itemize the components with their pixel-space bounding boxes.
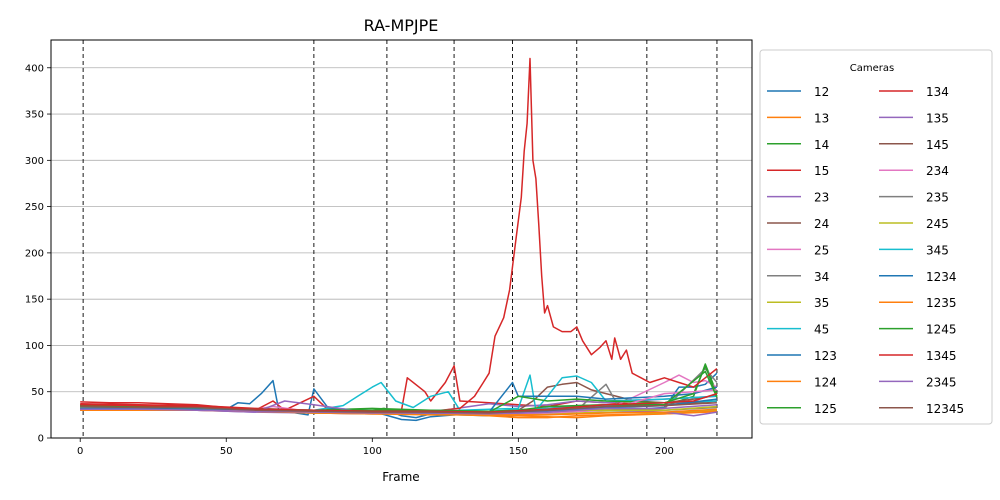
legend-label: 245 <box>926 217 949 231</box>
legend-item-245: 245 <box>879 217 949 231</box>
legend-item-25: 25 <box>767 243 829 257</box>
legend-item-14: 14 <box>767 138 829 152</box>
series-line-1345 <box>80 392 718 413</box>
y-axis: 0 50 100 150 200 250 300 350 400 <box>25 63 51 445</box>
legend-label: 2345 <box>926 375 957 389</box>
frame-markers <box>82 40 718 438</box>
legend-label: 125 <box>814 402 837 416</box>
legend-label: 35 <box>814 296 829 310</box>
legend-label: 45 <box>814 323 829 337</box>
legend-item-13: 13 <box>767 111 829 125</box>
x-axis-title: Frame <box>382 470 419 484</box>
legend-item-1245: 1245 <box>879 323 957 337</box>
grid-lines <box>51 67 752 393</box>
legend-label: 135 <box>926 111 949 125</box>
legend-title: Cameras <box>850 63 894 74</box>
legend-item-123: 123 <box>767 349 837 363</box>
legend-label: 1234 <box>926 270 957 284</box>
legend-item-1345: 1345 <box>879 349 957 363</box>
legend-items: 12 13 14 15 23 24 25 34 35 45 123 124 125 134 135 145 23… <box>767 85 964 416</box>
legend-label: 14 <box>814 138 829 152</box>
legend-item-1235: 1235 <box>879 296 957 310</box>
chart-title: RA-MPJPE <box>364 16 439 35</box>
legend-label: 134 <box>926 85 949 99</box>
y-tick-label: 50 <box>31 387 44 398</box>
y-tick-label: 0 <box>38 434 44 445</box>
series-lines <box>80 57 718 422</box>
legend-label: 15 <box>814 164 829 178</box>
legend-label: 24 <box>814 217 829 231</box>
x-tick-label: 150 <box>509 446 528 457</box>
y-tick-label: 250 <box>25 202 44 213</box>
series-line-2345 <box>80 403 717 415</box>
legend-label: 1245 <box>926 323 957 337</box>
y-tick-label: 400 <box>25 63 44 74</box>
legend-item-345: 345 <box>879 243 949 257</box>
legend-item-12345: 12345 <box>879 402 964 416</box>
series-line-12345 <box>80 402 717 414</box>
x-tick-label: 100 <box>363 446 382 457</box>
y-tick-label: 350 <box>25 110 44 121</box>
legend: Cameras 12 13 14 15 23 24 25 34 35 45 123 124 125 134… <box>759 49 993 425</box>
series-line-134 <box>80 57 718 413</box>
legend-item-135: 135 <box>879 111 949 125</box>
legend-item-24: 24 <box>767 217 829 231</box>
y-tick-label: 150 <box>25 295 44 306</box>
legend-item-1234: 1234 <box>879 270 957 284</box>
legend-item-234: 234 <box>879 164 949 178</box>
legend-label: 23 <box>814 191 829 205</box>
legend-label: 12 <box>814 85 829 99</box>
legend-label: 25 <box>814 243 829 257</box>
legend-item-12: 12 <box>767 85 829 99</box>
legend-label: 1235 <box>926 296 957 310</box>
x-axis: 0 50 100 150 200 <box>77 438 674 457</box>
legend-label: 1345 <box>926 349 957 363</box>
legend-item-23: 23 <box>767 191 829 205</box>
legend-label: 34 <box>814 270 829 284</box>
legend-label: 13 <box>814 111 829 125</box>
y-tick-label: 200 <box>25 248 44 259</box>
legend-label: 235 <box>926 191 949 205</box>
legend-item-124: 124 <box>767 375 837 389</box>
legend-item-2345: 2345 <box>879 375 957 389</box>
legend-item-145: 145 <box>879 138 949 152</box>
legend-item-15: 15 <box>767 164 829 178</box>
y-tick-label: 300 <box>25 156 44 167</box>
legend-label: 124 <box>814 375 837 389</box>
legend-label: 345 <box>926 243 949 257</box>
plot-frame <box>50 39 753 439</box>
legend-item-134: 134 <box>879 85 949 99</box>
legend-frame <box>759 49 993 425</box>
x-tick-label: 0 <box>77 446 83 457</box>
x-tick-label: 200 <box>655 446 674 457</box>
legend-label: 234 <box>926 164 949 178</box>
legend-item-235: 235 <box>879 191 949 205</box>
legend-item-35: 35 <box>767 296 829 310</box>
y-tick-label: 100 <box>25 341 44 352</box>
x-tick-label: 50 <box>220 446 233 457</box>
legend-label: 145 <box>926 138 949 152</box>
legend-label: 12345 <box>926 402 964 416</box>
legend-label: 123 <box>814 349 837 363</box>
legend-item-45: 45 <box>767 323 829 337</box>
legend-item-125: 125 <box>767 402 837 416</box>
legend-item-34: 34 <box>767 270 829 284</box>
